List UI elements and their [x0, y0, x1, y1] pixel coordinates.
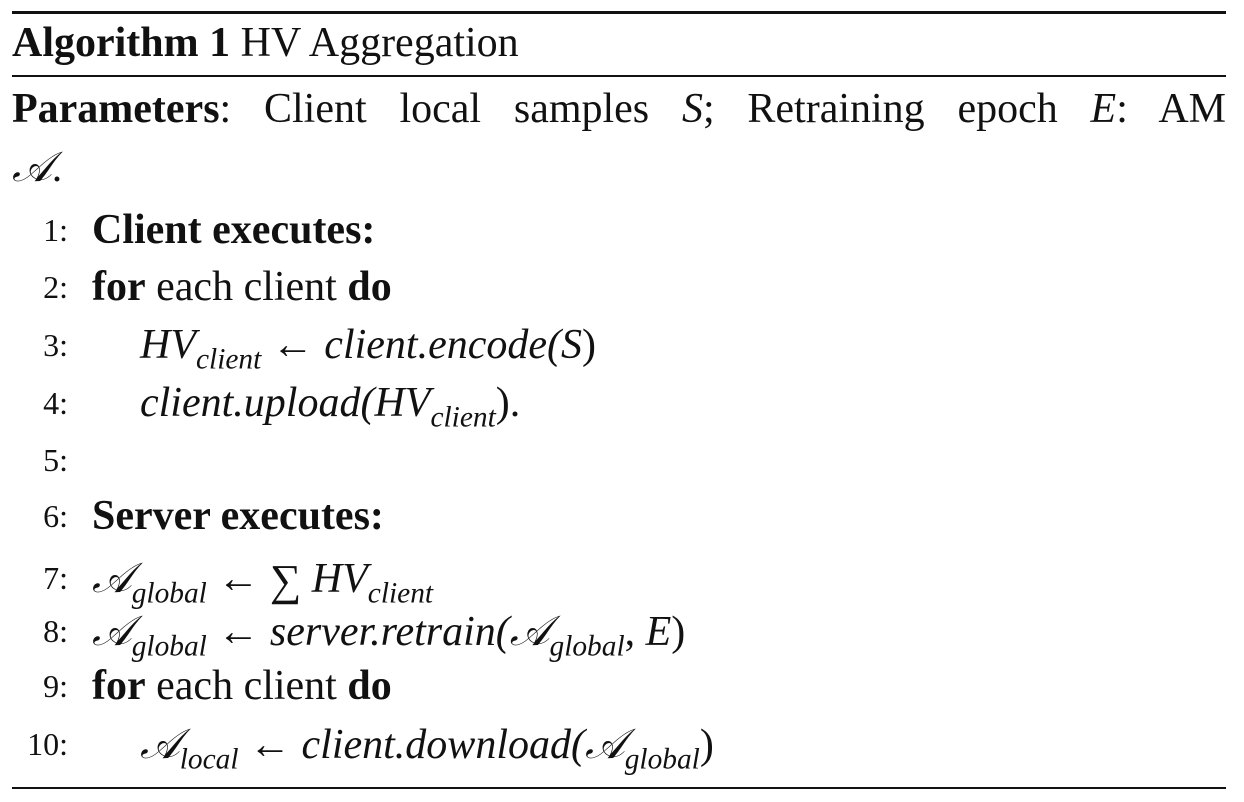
line-content: HVclient ← client.encode(S): [140, 317, 596, 376]
algorithm-line: 8: 𝒜global ← server.retrain(𝒜global, E): [12, 603, 1226, 663]
math-subscript: global: [131, 577, 207, 610]
algorithm-line: 1: Client executes:: [12, 202, 1226, 258]
parameters-block: Parameters: Client local samples S; Retr…: [12, 80, 1226, 197]
line-number: 4:: [43, 385, 68, 421]
parameters-line-1: Parameters: Client local samples S; Retr…: [12, 80, 1226, 138]
line-content: for each client do: [92, 658, 392, 714]
keyword: for: [92, 264, 146, 310]
math-subscript: global: [131, 630, 207, 663]
math-function: server.retrain(: [269, 609, 510, 655]
math-paren: ): [699, 722, 714, 768]
header-rule: [12, 75, 1226, 77]
math-symbol: HV: [301, 556, 368, 602]
line-number: 10:: [27, 726, 68, 762]
var-samples: S: [681, 86, 703, 132]
math-paren: ): [582, 322, 596, 368]
math-function: client.download(: [301, 722, 585, 768]
algorithm-line: 9: for each client do: [12, 658, 1226, 714]
algorithm-line: 5:: [12, 432, 1226, 488]
algorithm-line: 7: 𝒜global ← ∑ HVclient: [12, 550, 1226, 610]
math-subscript: local: [179, 743, 239, 776]
algorithm-line: 3: HVclient ← client.encode(S): [12, 317, 1226, 376]
math-symbol: 𝒜: [584, 719, 625, 768]
var-epoch: E: [1090, 86, 1117, 132]
line-number: 1:: [43, 212, 68, 248]
statement-text: each client: [145, 264, 348, 310]
line-number: 6:: [43, 498, 68, 534]
line-content: 𝒜local ← client.download(𝒜global): [140, 716, 714, 776]
line-number: 5:: [43, 442, 68, 478]
math-function: client.encode(: [324, 322, 561, 368]
line-content: for each client do: [92, 259, 392, 315]
math-subscript: client: [367, 577, 434, 610]
line-number: 2:: [43, 269, 68, 305]
parameters-label: Parameters: [12, 86, 220, 132]
math-symbol: 𝒜: [92, 606, 132, 655]
keyword: do: [347, 663, 392, 709]
line-content: Client executes:: [92, 207, 376, 253]
parameters-text: : AM: [1116, 86, 1226, 132]
assign-arrow: ←: [206, 556, 270, 602]
math-subscript: global: [549, 630, 625, 663]
line-number: 9:: [43, 668, 68, 704]
math-symbol: 𝒜: [509, 606, 550, 655]
assign-arrow: ←: [238, 722, 302, 768]
keyword: do: [347, 264, 392, 310]
math-function: client.upload(: [140, 380, 375, 426]
line-content: client.upload(HVclient).: [140, 375, 521, 434]
math-symbol: E: [645, 609, 672, 655]
algorithm-line: 10: 𝒜local ← client.download(𝒜global): [12, 716, 1226, 776]
math-subscript: global: [624, 743, 700, 776]
line-number: 7:: [43, 560, 68, 596]
algorithm-line: 6: Server executes:: [12, 488, 1226, 544]
math-symbol: S: [561, 322, 582, 368]
statement-text: each client: [145, 663, 348, 709]
bottom-rule: [12, 787, 1226, 789]
line-content: 𝒜global ← ∑ HVclient: [92, 550, 434, 610]
parameters-line-2: 𝒜.: [12, 138, 1226, 197]
math-paren: ).: [495, 380, 521, 426]
parameters-text: .: [51, 145, 63, 191]
var-am: 𝒜: [12, 142, 52, 191]
line-content: 𝒜global ← server.retrain(𝒜global, E): [92, 603, 686, 663]
math-separator: ,: [624, 609, 646, 655]
math-paren: ): [671, 609, 686, 655]
algorithm-name: HV Aggregation: [240, 20, 519, 66]
line-number: 8:: [43, 613, 68, 649]
parameters-text: ; Retraining epoch: [702, 86, 1091, 132]
math-symbol: 𝒜: [92, 553, 132, 602]
keyword: for: [92, 663, 146, 709]
algorithm-title: Algorithm 1 HV Aggregation: [12, 16, 519, 70]
parameters-text: : Client local samples: [219, 86, 682, 132]
math-subscript: client: [430, 401, 496, 434]
algorithm-line: 4: client.upload(HVclient).: [12, 375, 1226, 434]
math-subscript: client: [196, 343, 262, 376]
assign-arrow: ←: [261, 322, 325, 368]
math-symbol: 𝒜: [140, 719, 180, 768]
assign-arrow: ←: [206, 609, 270, 655]
line-content: Server executes:: [92, 493, 384, 539]
math-symbol: HV: [374, 380, 431, 426]
algorithm-label: Algorithm 1: [12, 20, 231, 66]
line-number: 3:: [43, 327, 68, 363]
sum-symbol: ∑: [269, 556, 302, 605]
top-rule: [12, 11, 1226, 14]
math-symbol: HV: [140, 322, 196, 368]
algorithm-line: 2: for each client do: [12, 259, 1226, 315]
